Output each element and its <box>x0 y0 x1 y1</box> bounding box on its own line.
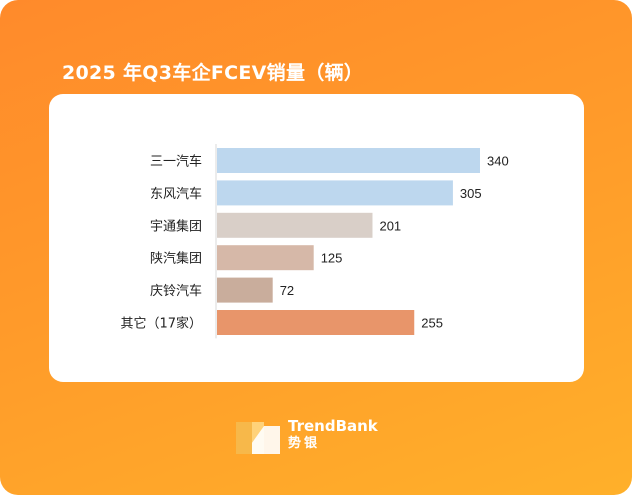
bar <box>217 180 453 206</box>
data-label: 255 <box>421 316 443 331</box>
category-label: 三一汽车 <box>150 154 202 170</box>
brand-logo: TrendBank 势银 <box>236 418 406 458</box>
bar <box>217 277 273 303</box>
bar <box>217 148 480 173</box>
bar <box>217 245 314 271</box>
data-label: 72 <box>280 283 294 298</box>
logo-mark-icon <box>236 422 280 454</box>
category-label: 其它（17家） <box>120 316 202 332</box>
chart-card: 三一汽车 340 东风汽车 305 宇通集团 201 陕汽集团 125 庆铃汽车 72 其它（17家… <box>49 94 584 382</box>
bar <box>217 310 415 335</box>
brand-name: TrendBank <box>288 417 378 435</box>
data-label: 201 <box>379 218 401 233</box>
data-label: 340 <box>487 154 509 169</box>
data-label: 125 <box>321 251 343 266</box>
data-label: 305 <box>460 186 482 201</box>
category-label: 宇通集团 <box>150 218 202 234</box>
category-label: 东风汽车 <box>150 186 202 202</box>
chart-title: 2025 年Q3车企FCEV销量（辆） <box>62 62 364 84</box>
brand-subtitle: 势银 <box>288 436 321 451</box>
category-label: 陕汽集团 <box>150 251 202 267</box>
bar-chart: 三一汽车 340 东风汽车 305 宇通集团 201 陕汽集团 125 庆铃汽车 72 其它（17家… <box>120 144 509 339</box>
bar <box>217 212 373 238</box>
category-label: 庆铃汽车 <box>150 283 202 299</box>
